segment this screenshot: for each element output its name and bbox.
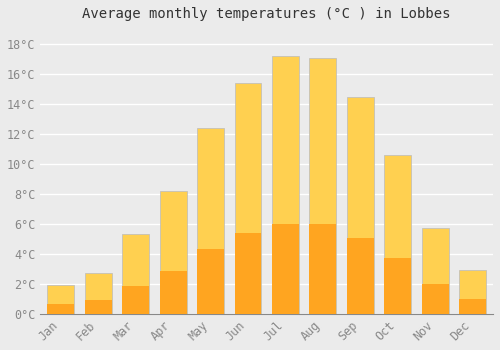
Bar	[384, 258, 411, 314]
Bar	[122, 286, 149, 314]
Bar	[160, 191, 186, 314]
Bar	[459, 271, 486, 314]
Bar	[310, 224, 336, 314]
Bar	[122, 234, 149, 314]
Bar	[48, 285, 74, 314]
Bar	[384, 155, 411, 314]
Bar	[347, 238, 374, 314]
Bar	[85, 273, 112, 314]
Bar	[234, 233, 262, 314]
Bar	[422, 229, 448, 314]
Bar	[272, 56, 299, 314]
Bar	[85, 300, 112, 314]
Bar	[459, 299, 486, 314]
Bar	[160, 271, 186, 314]
Title: Average monthly temperatures (°C ) in Lobbes: Average monthly temperatures (°C ) in Lo…	[82, 7, 451, 21]
Bar	[422, 284, 448, 314]
Bar	[48, 304, 74, 314]
Bar	[197, 249, 224, 314]
Bar	[310, 57, 336, 314]
Bar	[347, 97, 374, 314]
Bar	[272, 224, 299, 314]
Bar	[234, 83, 262, 314]
Bar	[197, 128, 224, 314]
